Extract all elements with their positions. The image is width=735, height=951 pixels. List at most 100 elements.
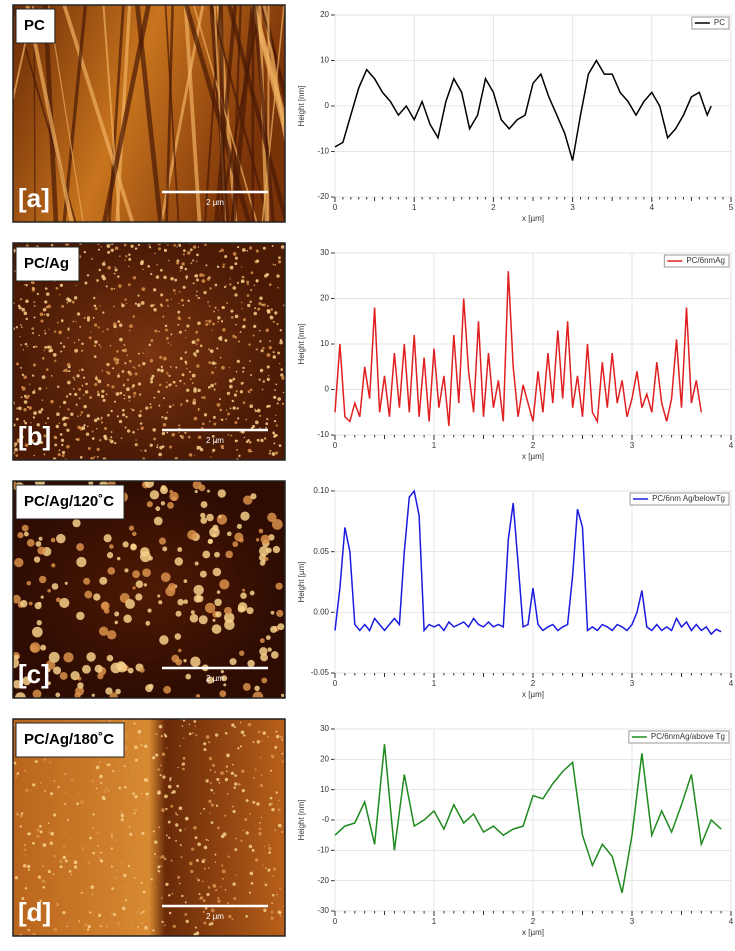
particle xyxy=(28,406,32,410)
particle xyxy=(202,858,206,862)
particle xyxy=(250,426,254,430)
particle xyxy=(208,923,212,926)
legend-label: PC/6nmAg/above Tg xyxy=(651,732,725,741)
particle xyxy=(62,345,66,348)
particle xyxy=(154,840,158,844)
particle xyxy=(264,883,268,887)
particle xyxy=(249,871,254,876)
particle xyxy=(281,831,283,833)
particle xyxy=(265,422,269,426)
particle xyxy=(128,825,131,828)
fiber xyxy=(62,5,135,222)
particle xyxy=(29,642,41,653)
particle xyxy=(108,438,112,442)
particle xyxy=(48,761,52,764)
particle xyxy=(148,556,153,561)
particle xyxy=(168,893,171,897)
particle xyxy=(120,813,125,818)
particle xyxy=(176,784,180,788)
particle xyxy=(279,887,282,890)
particle xyxy=(67,922,70,925)
particle xyxy=(201,422,205,426)
particle xyxy=(96,417,100,421)
particle xyxy=(240,730,245,735)
particle xyxy=(276,609,284,618)
particle xyxy=(262,380,266,383)
particle xyxy=(179,882,181,885)
particle xyxy=(103,260,105,263)
particle xyxy=(252,691,264,698)
particle xyxy=(193,932,197,936)
particle xyxy=(127,898,130,901)
particle xyxy=(221,675,228,682)
particle xyxy=(137,352,140,355)
particle xyxy=(236,359,240,363)
particle xyxy=(103,790,107,794)
particle xyxy=(245,831,249,835)
particle xyxy=(199,896,204,900)
particle xyxy=(258,831,262,836)
particle xyxy=(55,692,61,698)
particle xyxy=(124,899,128,902)
particle xyxy=(260,774,263,776)
particle xyxy=(81,426,86,430)
particle xyxy=(41,399,44,401)
particle xyxy=(147,265,150,268)
particle xyxy=(113,272,116,275)
particle xyxy=(57,321,59,324)
particle xyxy=(13,594,21,604)
particle xyxy=(208,867,210,869)
particle xyxy=(254,420,259,425)
particle xyxy=(123,746,128,751)
particle xyxy=(141,287,146,292)
particle xyxy=(224,255,228,259)
particle xyxy=(52,666,62,675)
particle xyxy=(92,316,95,319)
particle xyxy=(174,293,176,295)
particle xyxy=(19,335,21,338)
particle xyxy=(111,887,114,890)
particle xyxy=(161,416,164,419)
particle xyxy=(203,899,206,902)
particle xyxy=(135,593,143,601)
particle xyxy=(210,821,214,824)
particle xyxy=(70,671,80,681)
particle xyxy=(206,489,210,493)
particle xyxy=(253,324,257,329)
series-line xyxy=(334,271,703,426)
particle xyxy=(282,905,284,907)
particle xyxy=(197,246,199,248)
particle xyxy=(252,800,256,804)
particle xyxy=(232,252,237,256)
particle xyxy=(22,864,27,868)
particle xyxy=(266,305,269,308)
particle xyxy=(141,922,144,925)
particle xyxy=(229,278,232,280)
particle xyxy=(37,875,42,879)
particle xyxy=(260,438,264,443)
particle xyxy=(111,913,113,916)
particle xyxy=(102,795,105,798)
particle xyxy=(195,734,198,737)
particle xyxy=(277,910,281,914)
particle xyxy=(229,283,232,286)
particle xyxy=(94,340,98,344)
particle xyxy=(56,412,60,417)
particle xyxy=(234,782,238,786)
particle xyxy=(206,892,210,897)
particle xyxy=(127,395,131,399)
particle xyxy=(196,338,200,342)
particle xyxy=(241,275,245,279)
particle xyxy=(225,770,228,773)
particle xyxy=(76,543,85,551)
particle xyxy=(190,847,195,851)
particle xyxy=(149,405,153,409)
particle xyxy=(32,689,42,698)
particle xyxy=(246,294,250,297)
particle xyxy=(22,429,24,432)
particle xyxy=(144,925,148,930)
particle xyxy=(59,406,61,408)
particle xyxy=(245,418,248,421)
image-frame xyxy=(12,718,286,937)
scale-label: 2 µm xyxy=(206,198,224,207)
